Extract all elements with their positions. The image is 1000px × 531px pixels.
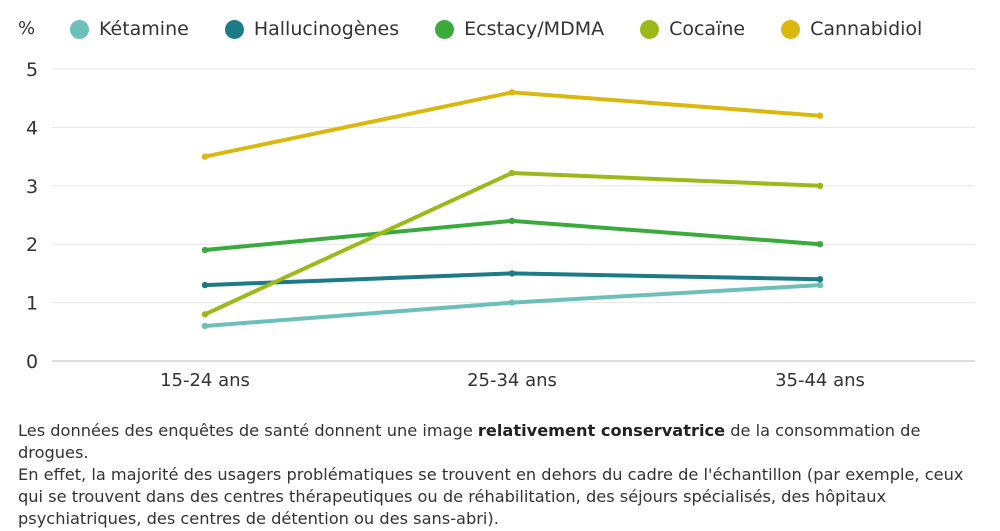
series-line-cocaine	[203, 170, 822, 317]
data-point-cannabidiol-3	[816, 112, 824, 119]
legend-marker-cocaine	[640, 19, 660, 39]
data-point-hallucinogenes-1	[201, 281, 209, 289]
data-point-ecstacy-mdma-2	[508, 217, 516, 225]
data-point-cocaine-1	[201, 311, 209, 318]
data-point-cannabidiol-1	[201, 153, 209, 160]
note-text-bold: relativement conservatrice	[477, 421, 726, 440]
legend-item-ketamine: Kétamine	[70, 18, 189, 40]
data-point-ketamine-3	[816, 281, 824, 289]
note-paragraph-1: Les données des enquêtes de santé donnen…	[18, 420, 993, 464]
data-point-cocaine-2	[508, 169, 516, 177]
note-paragraph-2: En effet, la majorité des usagers problé…	[18, 465, 964, 528]
line-chart: 0 1 2 3 4 5 15-24 ans 25-34 ans 35-44 ans	[26, 59, 975, 391]
data-point-ecstacy-mdma-1	[201, 246, 209, 254]
legend-label-cannabidiol: Cannabidiol	[810, 18, 923, 40]
legend-item-cocaine: Cocaïne	[640, 18, 745, 40]
x-tick-label-1: 15-24 ans	[160, 370, 250, 391]
legend-label-hallucinogenes: Hallucinogènes	[253, 18, 400, 40]
y-tick-label-5: 5	[26, 59, 38, 81]
data-point-hallucinogenes-2	[508, 270, 516, 277]
legend-item-cannabidiol: Cannabidiol	[781, 18, 922, 40]
chart-note: Les données des enquêtes de santé donnen…	[18, 420, 993, 530]
legend-marker-hallucinogenes	[224, 19, 244, 39]
series-line-cannabidiol	[203, 90, 822, 159]
data-point-cocaine-3	[816, 182, 824, 189]
y-tick-label-4: 4	[26, 117, 38, 139]
chart-legend: Kétamine Hallucinogènes Ecstacy/MDMA Coc…	[70, 18, 958, 40]
legend-label-ketamine: Kétamine	[99, 18, 189, 40]
data-point-ecstacy-mdma-3	[816, 241, 824, 248]
y-tick-label-2: 2	[26, 234, 38, 256]
legend-marker-ecstacy	[435, 19, 455, 39]
note-text-1a: Les données des enquêtes de santé donnen…	[18, 421, 478, 440]
data-point-cannabidiol-2	[508, 89, 516, 96]
legend-label-cocaine: Cocaïne	[669, 18, 746, 40]
series-line-ecstacy-mdma	[203, 218, 822, 253]
y-tick-label-3: 3	[26, 176, 38, 198]
y-axis-unit-label: %	[18, 18, 36, 39]
note-text-1b: de la consommation de drogues.	[18, 421, 921, 462]
data-point-ketamine-2	[508, 299, 516, 306]
legend-label-ecstacy: Ecstacy/MDMA	[464, 18, 605, 40]
y-tick-label-1: 1	[26, 293, 38, 315]
x-tick-label-2: 25-34 ans	[467, 370, 557, 391]
y-tick-label-0: 0	[26, 351, 38, 373]
data-point-hallucinogenes-3	[816, 276, 824, 283]
legend-marker-ketamine	[70, 19, 89, 39]
x-tick-label-3: 35-44 ans	[775, 370, 865, 391]
data-point-ketamine-1	[201, 322, 209, 330]
legend-marker-cannabidiol	[781, 19, 801, 39]
legend-item-ecstacy: Ecstacy/MDMA	[435, 18, 604, 40]
legend-item-hallucinogenes: Hallucinogènes	[224, 18, 400, 40]
